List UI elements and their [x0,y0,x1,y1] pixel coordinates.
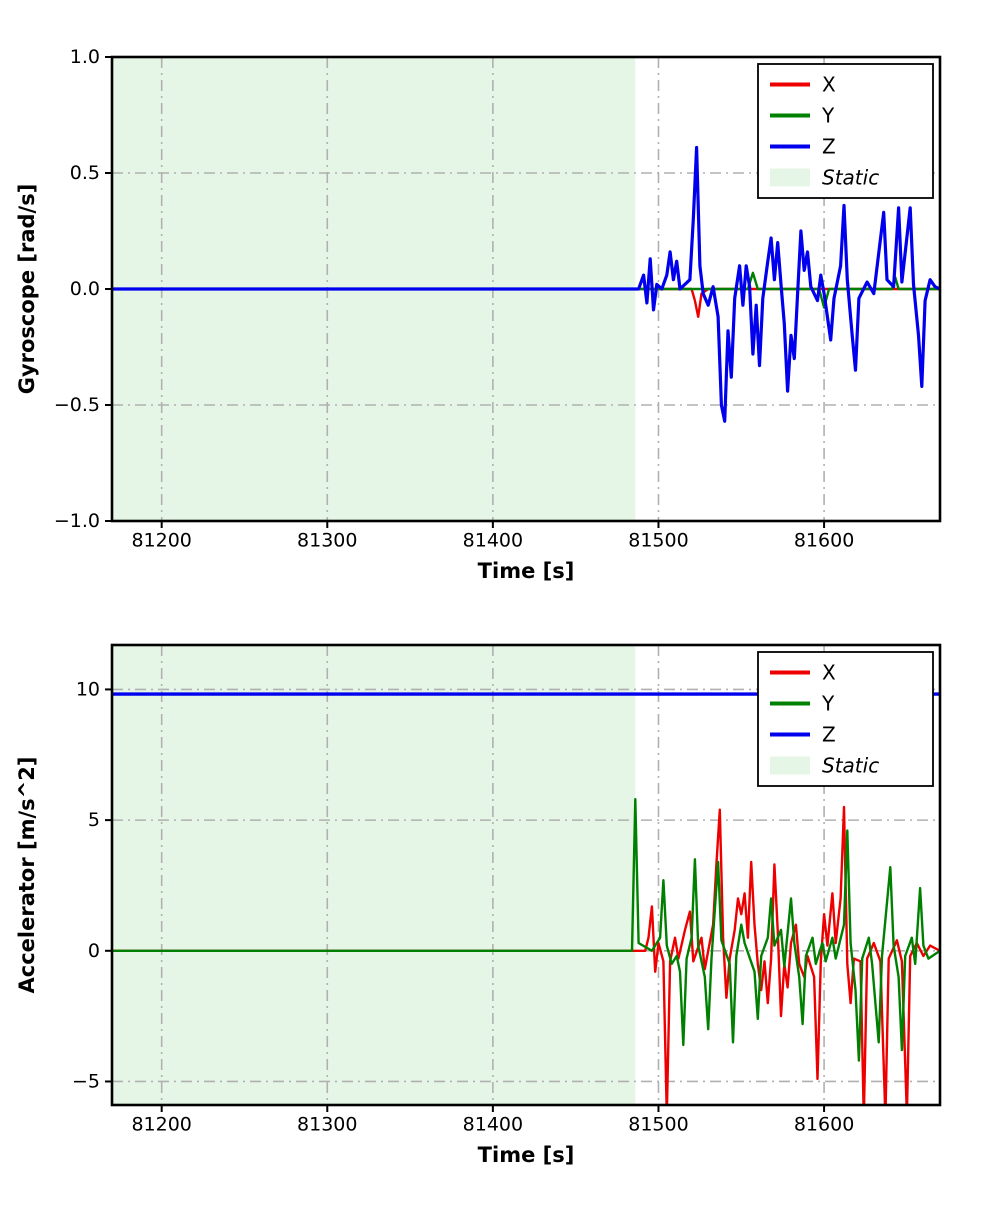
x-tick-label: 81500 [628,1114,688,1136]
y-axis-label: Accelerator [m/s^2] [15,757,39,994]
legend-label-y: Y [821,692,835,716]
y-tick-label: 0 [88,940,100,962]
legend-label-z: Z [822,723,836,747]
y-tick-label: 1.0 [70,46,100,68]
x-tick-label: 81300 [297,1114,357,1136]
legend-label-z: Z [822,135,836,159]
y-tick-label: −1.0 [54,510,100,532]
tick-labels: 81200 81300 81400 81500 81600 −5 0 5 10 [72,678,854,1135]
x-axis-label: Time [s] [478,1143,575,1167]
x-tick-label: 81600 [794,530,854,552]
legend-label-y: Y [821,104,835,128]
x-tick-label: 81300 [297,530,357,552]
ticks [105,688,826,1112]
accelerometer-chart: 81200 81300 81400 81500 81600 −5 0 5 10 Time [s] A… [15,643,942,1167]
legend-label-static: Static [822,754,879,778]
legend-patch-static [770,168,810,187]
series-x-line [112,805,940,1105]
x-axis-label: Time [s] [478,559,575,583]
y-tick-label: −0.5 [54,394,100,416]
legend-label-static: Static [822,166,879,190]
axes-frame [110,643,942,1107]
legend-label-x: X [822,73,836,97]
x-tick-label: 81400 [463,1114,523,1136]
tick-labels: 81200 81300 81400 81500 81600 −1.0 −0.5 0.0 0.5 1… [54,46,854,552]
x-tick-label: 81200 [131,530,191,552]
x-tick-label: 81500 [628,530,688,552]
y-tick-label: 5 [88,809,100,831]
series-y-line [112,798,940,1062]
x-tick-label: 81200 [131,1114,191,1136]
x-tick-label: 81600 [794,1114,854,1136]
gyroscope-chart: 81200 81300 81400 81500 81600 −1.0 −0.5 0.0 0.5 1… [15,46,942,583]
y-tick-label: 10 [76,678,100,700]
y-axis-label: Gyroscope [rad/s] [15,184,39,395]
series-y-line [112,271,940,309]
x-tick-label: 81400 [463,530,523,552]
y-tick-label: 0.0 [70,278,100,300]
series-z-line [112,145,940,423]
legend-patch-static [770,756,810,775]
ticks [105,56,826,528]
legend-label-x: X [822,661,836,685]
y-tick-label: −5 [72,1070,100,1092]
series-group [112,145,940,423]
y-tick-label: 0.5 [70,162,100,184]
static-region [112,645,636,1105]
